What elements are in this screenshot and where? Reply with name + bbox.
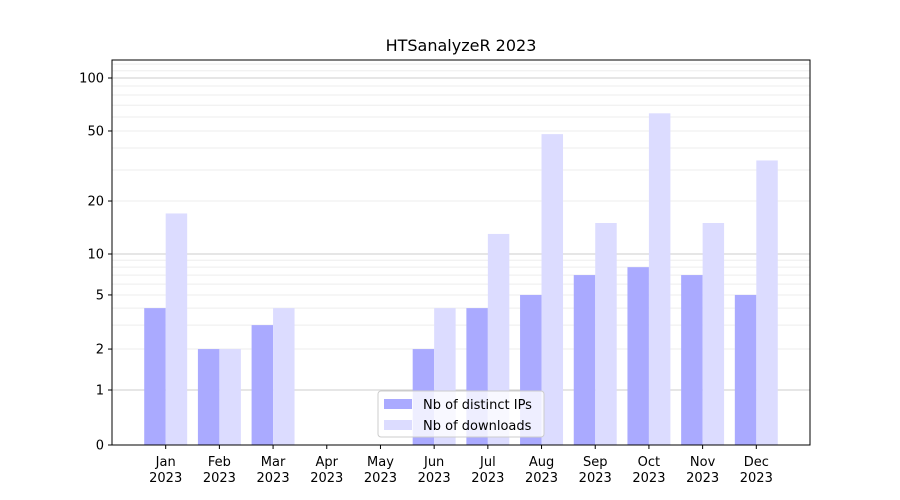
x-tick-label-month: Oct [638, 455, 660, 470]
plot-frame [111, 59, 811, 446]
y-axis: 0 1 2 5 10 20 50 100 [79, 72, 112, 454]
bar-distinct-ips-mar [251, 325, 274, 445]
x-tick-label-year: 2023 [149, 471, 182, 486]
grid-lines [112, 63, 810, 391]
bar-distinct-ips-sep [573, 275, 596, 445]
bar-distinct-ips-jan [144, 308, 166, 445]
bar-distinct-ips-oct [627, 267, 649, 445]
bar-downloads-oct [648, 113, 671, 445]
legend-label: Nb of distinct IPs [423, 398, 532, 413]
x-tick-label-month: Dec [744, 455, 769, 470]
x-tick-label-month: Aug [529, 455, 554, 470]
bar-downloads-mar [273, 308, 295, 445]
y-tick-label: 10 [87, 248, 104, 263]
x-tick-label-year: 2023 [579, 471, 612, 486]
x-tick-label-year: 2023 [418, 471, 451, 486]
x-tick-label-year: 2023 [257, 471, 290, 486]
x-tick-label-month: Apr [316, 455, 339, 470]
legend-box [377, 390, 545, 438]
bar-downloads-dec [756, 160, 778, 445]
x-tick-label-month: Jan [155, 455, 176, 470]
y-tick-label: 50 [87, 124, 104, 139]
bar-distinct-ips-nov [681, 275, 703, 445]
y-tick-label: 100 [79, 72, 104, 87]
bar-distinct-ips-dec [734, 294, 757, 445]
bar-distinct-ips-feb [197, 349, 220, 445]
x-tick-label-month: Mar [261, 455, 286, 470]
x-tick-label-month: Nov [690, 455, 716, 470]
x-tick-label-year: 2023 [310, 471, 343, 486]
y-tick-label: 0 [96, 439, 104, 454]
x-tick-label-year: 2023 [525, 471, 558, 486]
y-tick-label: 1 [96, 384, 104, 399]
legend-swatch [384, 420, 412, 430]
x-tick-label-year: 2023 [203, 471, 236, 486]
x-tick-label-year: 2023 [686, 471, 719, 486]
legend: Nb of distinct IPs Nb of downloads [377, 390, 545, 438]
bar-downloads-aug [541, 134, 564, 445]
x-tick-label-month: Jun [423, 455, 444, 470]
y-tick-label: 5 [96, 288, 104, 303]
x-tick-label-month: May [367, 455, 394, 470]
x-tick-label-year: 2023 [364, 471, 397, 486]
x-tick-label-year: 2023 [632, 471, 665, 486]
y-tick-label: 20 [87, 195, 104, 210]
x-tick-label-year: 2023 [471, 471, 504, 486]
legend-label: Nb of downloads [423, 419, 532, 434]
bar-downloads-feb [219, 349, 241, 445]
bar-downloads-nov [702, 223, 725, 445]
legend-swatch [384, 399, 412, 409]
x-axis: Jan2023Feb2023Mar2023Apr2023May2023Jun20… [149, 445, 773, 486]
bar-downloads-jan [165, 213, 188, 445]
bar-downloads-sep [595, 223, 617, 445]
x-tick-label-month: Sep [583, 455, 608, 470]
x-tick-label-month: Jul [479, 455, 496, 470]
y-tick-label: 2 [96, 343, 104, 358]
x-tick-label-month: Feb [208, 455, 231, 470]
chart-title: HTSanalyzeR 2023 [386, 36, 537, 55]
x-tick-label-year: 2023 [740, 471, 773, 486]
